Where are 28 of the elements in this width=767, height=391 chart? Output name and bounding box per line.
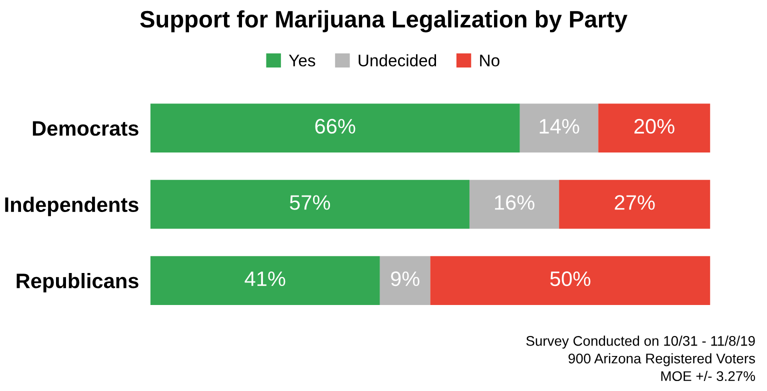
bar: [520, 104, 598, 152]
y-tick-label: Independents: [5, 196, 138, 216]
y-tick-label: Republicans: [16, 272, 138, 292]
bar: [150, 104, 520, 152]
data-label: 20%: [634, 118, 674, 134]
legend-label: Undecided: [358, 54, 436, 66]
data-label: 16%: [495, 195, 534, 210]
bar: [150, 180, 470, 229]
text: 900 Arizona Registered Voters: [568, 353, 756, 366]
legend-label: Yes: [288, 54, 316, 66]
text: MOE +/- 3.27%: [661, 370, 756, 382]
bar: [430, 256, 710, 305]
data-label: 14%: [540, 118, 580, 134]
chart-title: Support for Marijuana Legalization by Party: [140, 10, 628, 32]
data-label: 57%: [290, 195, 330, 210]
bar: [469, 180, 560, 229]
y-tick-label: Democrats: [32, 121, 138, 136]
bar: [150, 256, 380, 305]
bar: [380, 256, 430, 305]
data-label: 50%: [550, 271, 590, 286]
data-label: 27%: [614, 195, 655, 210]
data-label: 66%: [315, 118, 356, 134]
text: Survey Conducted on 10/31 - 11/8/19: [526, 336, 755, 349]
bar: [559, 180, 710, 229]
legend-label: No: [480, 54, 500, 66]
data-label: 41%: [244, 271, 286, 286]
bar: [598, 104, 710, 152]
data-label: 9%: [391, 271, 420, 286]
